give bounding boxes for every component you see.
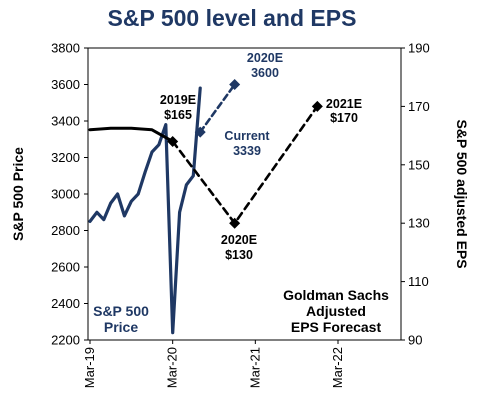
series-point-eps-forecast <box>167 135 179 147</box>
series-line-s-p-500-price-forecast <box>198 83 236 134</box>
y-left-tick-label: 2600 <box>51 260 80 275</box>
y-axis-right-ticks: 190 170 150 130 110 90 <box>401 41 430 348</box>
annotation-price-label: S&P 500 Price <box>93 303 149 335</box>
y-axis-left-ticks: 3800 3600 3400 3200 3000 2800 2600 2400 2200 <box>51 41 88 348</box>
series-layer <box>88 79 323 335</box>
x-tick-label: Mar-22 <box>330 347 345 388</box>
annotation-eps-2020: 2020E $130 <box>221 233 257 262</box>
y-left-tick-label: 3800 <box>51 41 80 56</box>
series-point-eps-forecast <box>311 100 323 112</box>
y-right-tick-label: 190 <box>408 41 430 56</box>
y-right-tick-label: 130 <box>408 216 430 231</box>
annotation-price-2020-target: 2020E 3600 <box>247 51 283 80</box>
series-point-s-p-500-price-forecast <box>194 126 206 138</box>
x-tick-label: Mar-19 <box>82 347 97 388</box>
forecast-label-line2: Adjusted <box>306 303 366 319</box>
x-axis-ticks: Mar-19 Mar-20 Mar-21 Mar-22 <box>82 340 345 388</box>
y-right-tick-label: 90 <box>408 333 422 348</box>
annotation-current-price: Current 3339 <box>224 129 270 158</box>
annotation-current-line2: 3339 <box>233 144 261 158</box>
series-point-eps-forecast <box>229 217 241 229</box>
series-point-s-p-500-price-forecast <box>229 79 241 90</box>
annotation-eps-2019: 2019E $165 <box>160 93 196 122</box>
annotation-current-line1: Current <box>224 129 270 143</box>
annotation-eps-2021: 2021E $170 <box>326 97 362 125</box>
annotation-eps-2019-line1: 2019E <box>160 93 196 107</box>
series-line-s-p-500-price <box>88 86 202 335</box>
annotation-forecast-label: Goldman Sachs Adjusted EPS Forecast <box>283 287 389 335</box>
y-left-tick-label: 3200 <box>51 150 80 165</box>
y-left-tick-label: 3400 <box>51 114 80 129</box>
price-label-line2: Price <box>104 319 138 335</box>
annotation-eps-2019-line2: $165 <box>164 108 192 122</box>
series-line-s-p-500-adjusted-eps <box>88 126 175 143</box>
annotation-eps-2021-line1: 2021E <box>326 97 362 111</box>
y-left-tick-label: 3600 <box>51 77 80 92</box>
price-label-line1: S&P 500 <box>93 303 149 319</box>
annotation-eps-2020-line2: $130 <box>225 248 253 262</box>
y-left-tick-label: 2800 <box>51 223 80 238</box>
y-right-tick-label: 150 <box>408 157 430 172</box>
annotation-price-2020-line2: 3600 <box>251 66 279 80</box>
x-tick-label: Mar-21 <box>247 347 262 388</box>
forecast-label-line3: EPS Forecast <box>291 319 382 335</box>
y-right-tick-label: 110 <box>408 274 429 289</box>
annotation-eps-2020-line1: 2020E <box>221 233 257 247</box>
y-left-tick-label: 3000 <box>51 187 80 202</box>
forecast-label-line1: Goldman Sachs <box>283 287 389 303</box>
y-axis-left-label: S&P 500 Price <box>10 147 26 241</box>
x-tick-label: Mar-20 <box>165 347 180 388</box>
y-axis-right-label: S&P 500 adjusted EPS <box>454 119 470 268</box>
annotation-eps-2021-line2: $170 <box>330 111 358 125</box>
y-left-tick-label: 2200 <box>51 333 80 348</box>
chart-title: S&P 500 level and EPS <box>108 5 357 31</box>
y-left-tick-label: 2400 <box>51 296 80 311</box>
annotation-price-2020-line1: 2020E <box>247 51 283 65</box>
y-right-tick-label: 170 <box>408 99 430 114</box>
